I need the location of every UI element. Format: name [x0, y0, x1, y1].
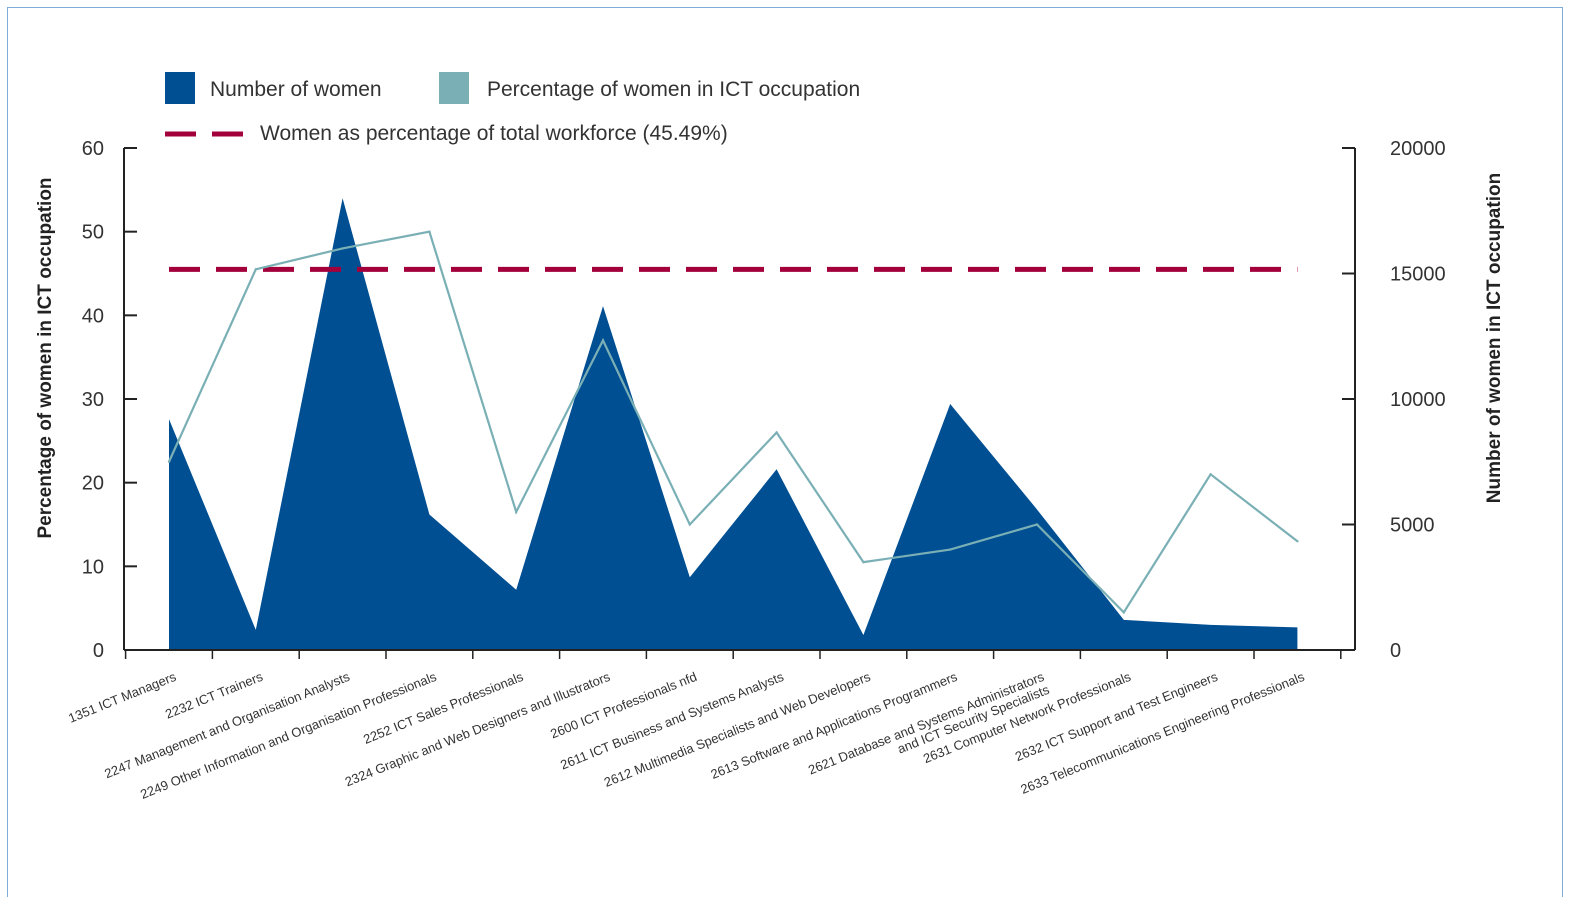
legend-label-reference: Women as percentage of total workforce (… — [260, 122, 728, 145]
x-tick-label-line: 2600 ICT Professionals nfd — [548, 669, 699, 742]
line-point — [167, 460, 171, 463]
line-point — [254, 268, 257, 271]
line-point — [949, 548, 952, 551]
line-point — [1035, 523, 1039, 526]
legend-swatch-number-of-women — [165, 72, 195, 104]
line-point — [341, 247, 344, 250]
line-series-percentage — [167, 230, 1299, 615]
x-tick-label: 1351 ICT Managers — [66, 669, 178, 726]
chart: Number of women Percentage of women in I… — [35, 72, 1505, 802]
line-point — [1122, 611, 1126, 614]
y-right-tick-label: 20000 — [1390, 138, 1446, 160]
y-left-tick-label: 20 — [82, 473, 104, 495]
chart-frame: Number of women Percentage of women in I… — [7, 7, 1563, 897]
x-tick-label-line: 1351 ICT Managers — [66, 669, 178, 726]
line-point — [515, 510, 518, 514]
y-right-tick-label: 5000 — [1390, 515, 1435, 537]
line-point — [688, 523, 691, 526]
y-left-tick-label: 60 — [82, 138, 104, 160]
line-point — [775, 431, 778, 434]
y-axis-left-title: Percentage of women in ICT occupation — [35, 177, 56, 538]
legend: Number of women Percentage of women in I… — [165, 72, 860, 145]
y-left-tick-label: 0 — [93, 640, 104, 662]
area-series-number-of-women — [169, 198, 1298, 650]
line-point — [1209, 473, 1212, 476]
line-point — [428, 230, 431, 233]
legend-swatch-percentage — [439, 72, 469, 104]
y-right-tick-label: 10000 — [1390, 389, 1446, 411]
y-left-tick-label: 30 — [82, 389, 104, 411]
y-axis-right-title: Number of women in ICT occupation — [1484, 173, 1505, 503]
y-right-tick-label: 0 — [1390, 640, 1401, 662]
x-tick-label: 2600 ICT Professionals nfd — [548, 669, 699, 742]
line-point — [1296, 540, 1299, 543]
y-left-tick-label: 40 — [82, 305, 104, 327]
y-left-tick-label: 10 — [82, 556, 104, 578]
y-right-tick-label: 15000 — [1390, 264, 1446, 286]
legend-label-percentage: Percentage of women in ICT occupation — [487, 78, 860, 101]
legend-label-number-of-women: Number of women — [210, 78, 382, 101]
plot-area: 0 10 20 30 40 50 60 0 5000 10000 15000 20000 1351 IC… — [66, 138, 1445, 802]
line-point — [601, 339, 605, 342]
y-left-tick-label: 50 — [82, 222, 104, 244]
line-point — [862, 560, 865, 564]
